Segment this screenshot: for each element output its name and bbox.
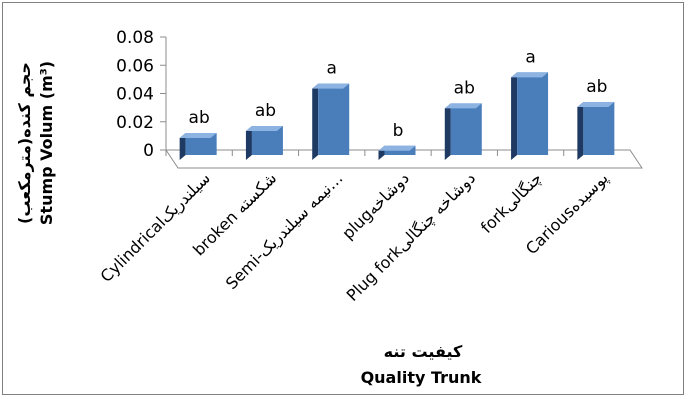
significance-label: b <box>393 121 404 141</box>
bar-top-face <box>577 101 615 107</box>
category-label: Semi-نیمه سیلندریک… <box>222 168 347 293</box>
bar-top-face <box>511 72 549 78</box>
y-axis-ticks: 0 0.02 0.04 0.06 0.08 <box>116 28 166 161</box>
significance-label: ab <box>454 78 475 98</box>
bar <box>378 145 416 160</box>
y-tick-label: 0.04 <box>116 85 154 105</box>
bar-top-face <box>245 125 283 131</box>
bar-top-face <box>378 145 416 151</box>
bar-front-face <box>517 72 549 155</box>
bar-side-face <box>444 103 451 160</box>
bar <box>245 125 283 160</box>
bar-front-face <box>450 103 482 155</box>
bar-front-face <box>583 101 615 155</box>
y-tick-label: 0.08 <box>116 28 154 48</box>
significance-label: ab <box>586 77 607 97</box>
bar <box>312 83 350 160</box>
bar <box>577 101 615 160</box>
bar-top-face <box>444 103 482 109</box>
x-axis-title-persian: کیفیت تنه <box>384 342 463 361</box>
x-axis-title: Quality Trunk <box>361 368 482 387</box>
bar-top-face <box>179 133 217 139</box>
significance-label: a <box>327 59 337 79</box>
category-label: forkچنگالی <box>477 168 546 237</box>
y-axis-title: Stump Volum (m³) <box>37 61 56 225</box>
significance-label: ab <box>255 101 276 121</box>
bar <box>511 72 549 160</box>
bar-front-face <box>185 133 217 155</box>
y-tick-label: 0 <box>143 141 154 161</box>
bar-side-face <box>179 133 186 160</box>
category-label: Plug forkدوشاخه چنگالی <box>343 168 480 305</box>
bar-side-face <box>245 125 252 160</box>
bar <box>179 133 217 160</box>
y-axis-title-persian: حجم کنده(مترمکعب) <box>15 62 34 224</box>
y-tick-label: 0.02 <box>116 113 154 133</box>
bar-side-face <box>312 83 319 160</box>
bar-front-face <box>318 83 350 155</box>
bar-side-face <box>511 72 518 160</box>
category-label: Cylindricalسیلندریک <box>96 168 214 286</box>
significance-label: ab <box>189 108 210 128</box>
bar-top-face <box>312 83 350 89</box>
bars <box>179 72 615 160</box>
significance-label: a <box>525 47 535 67</box>
bar-side-face <box>577 101 584 160</box>
bar <box>444 103 482 160</box>
y-tick-label: 0.06 <box>116 56 154 76</box>
chart-frame: 0 0.02 0.04 0.06 0.08 ab ab a b ab a ab Cylindrica… <box>2 2 684 395</box>
